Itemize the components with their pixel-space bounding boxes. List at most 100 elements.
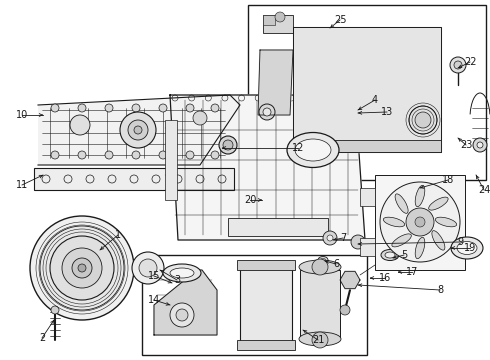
Bar bbox=[165, 120, 177, 200]
Circle shape bbox=[259, 104, 275, 120]
Text: 2: 2 bbox=[39, 333, 45, 343]
Circle shape bbox=[409, 106, 437, 134]
Circle shape bbox=[78, 264, 86, 272]
Circle shape bbox=[473, 138, 487, 152]
Ellipse shape bbox=[381, 249, 399, 261]
Circle shape bbox=[312, 259, 328, 275]
Ellipse shape bbox=[392, 234, 411, 247]
Circle shape bbox=[72, 258, 92, 278]
Text: 21: 21 bbox=[312, 335, 324, 345]
Text: 12: 12 bbox=[292, 143, 304, 153]
Bar bbox=[228, 218, 328, 236]
Ellipse shape bbox=[451, 237, 483, 259]
Bar bbox=[248, 5, 486, 180]
Text: 7: 7 bbox=[340, 233, 346, 243]
Circle shape bbox=[170, 303, 194, 327]
Ellipse shape bbox=[318, 256, 328, 264]
Circle shape bbox=[340, 305, 350, 315]
Text: 5: 5 bbox=[401, 250, 407, 260]
Text: 8: 8 bbox=[437, 285, 443, 295]
Circle shape bbox=[78, 151, 86, 159]
Circle shape bbox=[62, 248, 102, 288]
Bar bbox=[240, 263, 292, 345]
Ellipse shape bbox=[415, 185, 425, 207]
Circle shape bbox=[415, 217, 425, 227]
Circle shape bbox=[211, 104, 219, 112]
Ellipse shape bbox=[170, 268, 194, 278]
Text: 18: 18 bbox=[442, 175, 454, 185]
Text: 25: 25 bbox=[334, 15, 346, 25]
Circle shape bbox=[454, 61, 462, 69]
Text: 10: 10 bbox=[16, 110, 28, 120]
Polygon shape bbox=[258, 50, 293, 115]
Circle shape bbox=[211, 151, 219, 159]
Text: 17: 17 bbox=[406, 267, 418, 277]
Circle shape bbox=[134, 126, 142, 134]
Text: 14: 14 bbox=[148, 295, 160, 305]
Circle shape bbox=[351, 235, 365, 249]
Circle shape bbox=[132, 151, 140, 159]
Bar bbox=[360, 188, 375, 206]
Text: 16: 16 bbox=[379, 273, 391, 283]
Polygon shape bbox=[170, 95, 365, 240]
Bar bbox=[237, 340, 295, 350]
Circle shape bbox=[327, 235, 333, 241]
Ellipse shape bbox=[163, 264, 201, 282]
Text: 6: 6 bbox=[333, 259, 339, 269]
Circle shape bbox=[193, 111, 207, 125]
Circle shape bbox=[219, 136, 237, 154]
Circle shape bbox=[105, 151, 113, 159]
Circle shape bbox=[312, 332, 328, 348]
Ellipse shape bbox=[435, 217, 457, 227]
Ellipse shape bbox=[320, 258, 325, 261]
Circle shape bbox=[128, 120, 148, 140]
Text: 24: 24 bbox=[478, 185, 490, 195]
Text: 11: 11 bbox=[16, 180, 28, 190]
Bar bbox=[375, 175, 465, 270]
Circle shape bbox=[275, 12, 285, 22]
Circle shape bbox=[139, 259, 157, 277]
Circle shape bbox=[186, 151, 194, 159]
Circle shape bbox=[78, 104, 86, 112]
Ellipse shape bbox=[295, 139, 331, 161]
Bar bbox=[263, 15, 293, 33]
Ellipse shape bbox=[287, 132, 339, 167]
Ellipse shape bbox=[299, 332, 341, 346]
Circle shape bbox=[477, 142, 483, 148]
Circle shape bbox=[132, 104, 140, 112]
Circle shape bbox=[263, 108, 271, 116]
Text: 19: 19 bbox=[464, 243, 476, 253]
Circle shape bbox=[105, 104, 113, 112]
Circle shape bbox=[30, 216, 134, 320]
Bar bbox=[142, 255, 367, 355]
Circle shape bbox=[132, 252, 164, 284]
Ellipse shape bbox=[457, 242, 477, 255]
Circle shape bbox=[223, 140, 233, 150]
Circle shape bbox=[51, 104, 59, 112]
Circle shape bbox=[380, 182, 460, 262]
Ellipse shape bbox=[432, 231, 445, 250]
Text: 1: 1 bbox=[115, 230, 121, 240]
Text: 4: 4 bbox=[372, 95, 378, 105]
Circle shape bbox=[50, 236, 114, 300]
Polygon shape bbox=[38, 95, 240, 165]
Text: 23: 23 bbox=[460, 140, 472, 150]
Circle shape bbox=[186, 104, 194, 112]
Bar bbox=[293, 140, 441, 152]
Ellipse shape bbox=[383, 217, 405, 227]
Circle shape bbox=[159, 104, 167, 112]
Ellipse shape bbox=[415, 237, 425, 259]
Ellipse shape bbox=[429, 197, 448, 210]
Circle shape bbox=[323, 231, 337, 245]
Circle shape bbox=[159, 151, 167, 159]
Circle shape bbox=[51, 306, 59, 314]
Circle shape bbox=[120, 112, 156, 148]
Circle shape bbox=[176, 309, 188, 321]
Bar bbox=[360, 238, 375, 256]
Text: 20: 20 bbox=[244, 195, 256, 205]
Polygon shape bbox=[154, 270, 217, 335]
Text: 13: 13 bbox=[381, 107, 393, 117]
Ellipse shape bbox=[395, 194, 408, 213]
Circle shape bbox=[415, 112, 431, 128]
Bar bbox=[34, 168, 234, 190]
